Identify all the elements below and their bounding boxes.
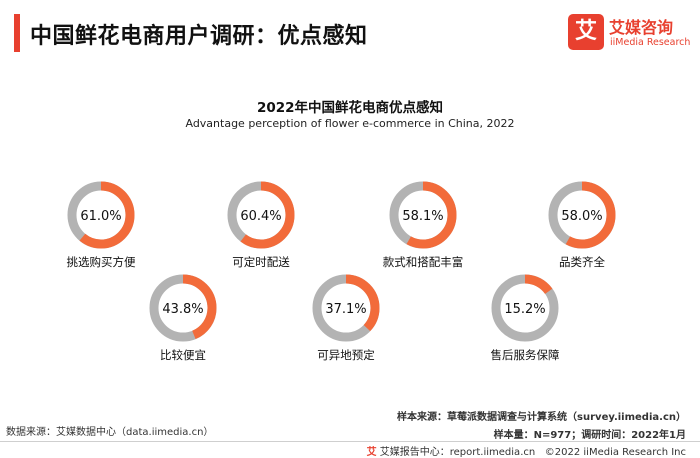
page-title: 中国鲜花电商用户调研：优点感知 xyxy=(30,24,368,49)
donut-2: 60.4% 可定时配送 xyxy=(227,181,295,269)
footer: 艾 艾媒报告中心：report.iimedia.cn ©2022 iiMedia… xyxy=(367,443,686,458)
donut-category-label: 可定时配送 xyxy=(232,255,290,269)
donut-value-label: 61.0% xyxy=(80,209,121,224)
donut-category-label: 可异地预定 xyxy=(317,348,375,362)
donut-value-label: 60.4% xyxy=(240,209,281,224)
donut-value-arc xyxy=(227,181,295,249)
brand-logo-icon: 艾 xyxy=(568,14,604,50)
brand-logo: 艾 艾媒咨询 iiMedia Research xyxy=(568,14,690,54)
donut-category-label: 比较便宜 xyxy=(160,348,206,362)
title-accent-bar xyxy=(14,14,20,52)
donut-4: 58.0% 品类齐全 xyxy=(548,181,616,269)
donut-category-label: 品类齐全 xyxy=(559,255,605,269)
donut-5: 43.8% 比较便宜 xyxy=(149,274,217,362)
donut-1: 61.0% 挑选购买方便 xyxy=(67,181,136,269)
donut-category-label: 售后服务保障 xyxy=(491,348,560,362)
chart-subtitle: Advantage perception of flower e-commerc… xyxy=(185,117,515,130)
donut-category-label: 挑选购买方便 xyxy=(67,255,136,269)
donut-value-arc xyxy=(389,181,457,249)
data-source: 数据来源：艾媒数据中心（data.iimedia.cn） xyxy=(6,427,214,438)
donut-value-arc xyxy=(312,274,380,342)
donut-category-label: 款式和搭配丰富 xyxy=(383,255,464,269)
donut-value-label: 15.2% xyxy=(504,302,545,317)
donut-value-arc xyxy=(67,181,135,249)
donut-6: 37.1% 可异地预定 xyxy=(312,274,380,362)
brand-name: 艾媒咨询 xyxy=(609,18,674,37)
footer-report-link[interactable]: 艾媒报告中心：report.iimedia.cn xyxy=(379,447,536,458)
brand-name-en: iiMedia Research xyxy=(610,37,691,48)
sample-info: 样本量：N=977；调研时间：2022年1月 xyxy=(493,430,686,441)
footer-divider xyxy=(0,441,700,442)
donut-3: 58.1% 款式和搭配丰富 xyxy=(383,181,464,269)
donut-value-label: 58.1% xyxy=(402,209,443,224)
donut-7: 15.2% 售后服务保障 xyxy=(491,274,560,362)
donut-value-arc xyxy=(548,181,616,249)
chart-title: 2022年中国鲜花电商优点感知 xyxy=(256,100,444,116)
footer-copyright: ©2022 iiMedia Research Inc xyxy=(544,447,686,458)
sample-source: 样本来源：草莓派数据调查与计算系统（survey.iimedia.cn） xyxy=(397,412,686,423)
donut-value-arc xyxy=(149,274,217,342)
donut-value-label: 37.1% xyxy=(325,302,366,317)
donut-value-label: 43.8% xyxy=(162,302,203,317)
donut-value-arc xyxy=(491,274,559,342)
footer-logo-icon: 艾 xyxy=(366,447,377,458)
donut-value-label: 58.0% xyxy=(561,209,602,224)
